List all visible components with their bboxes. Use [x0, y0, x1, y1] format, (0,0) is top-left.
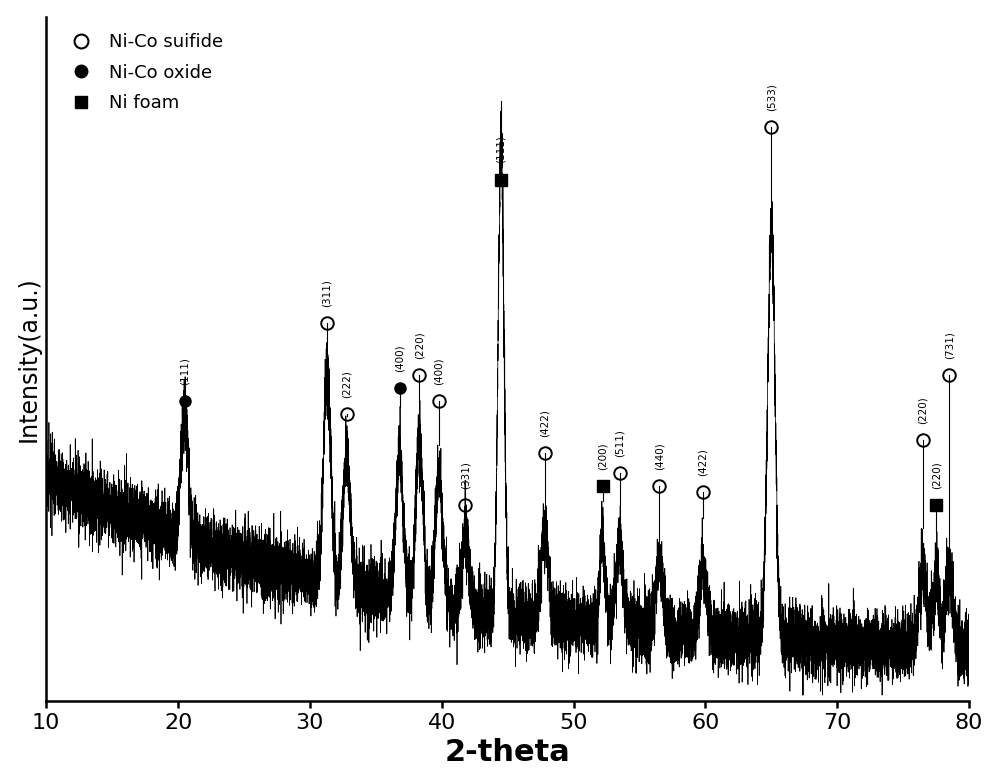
Text: (220): (220): [918, 396, 928, 424]
Text: (422): (422): [698, 448, 708, 476]
Text: (422): (422): [540, 409, 550, 437]
Text: (533): (533): [766, 83, 776, 111]
Text: (111): (111): [496, 136, 506, 163]
Legend: Ni-Co suifide, Ni-Co oxide, Ni foam: Ni-Co suifide, Ni-Co oxide, Ni foam: [55, 26, 231, 119]
Text: (222): (222): [342, 370, 352, 398]
Text: (331): (331): [460, 461, 470, 489]
Text: (111): (111): [180, 357, 190, 385]
Text: (200): (200): [598, 442, 608, 470]
Text: (400): (400): [395, 344, 405, 372]
Text: (400): (400): [434, 358, 444, 385]
Text: (511): (511): [615, 429, 625, 456]
Text: (220): (220): [931, 462, 941, 489]
Text: (220): (220): [414, 331, 424, 359]
Y-axis label: Intensity(a.u.): Intensity(a.u.): [17, 276, 41, 441]
X-axis label: 2-theta: 2-theta: [445, 739, 571, 768]
Text: (731): (731): [944, 331, 954, 359]
Text: (440): (440): [654, 442, 664, 470]
Text: (311): (311): [322, 279, 332, 307]
